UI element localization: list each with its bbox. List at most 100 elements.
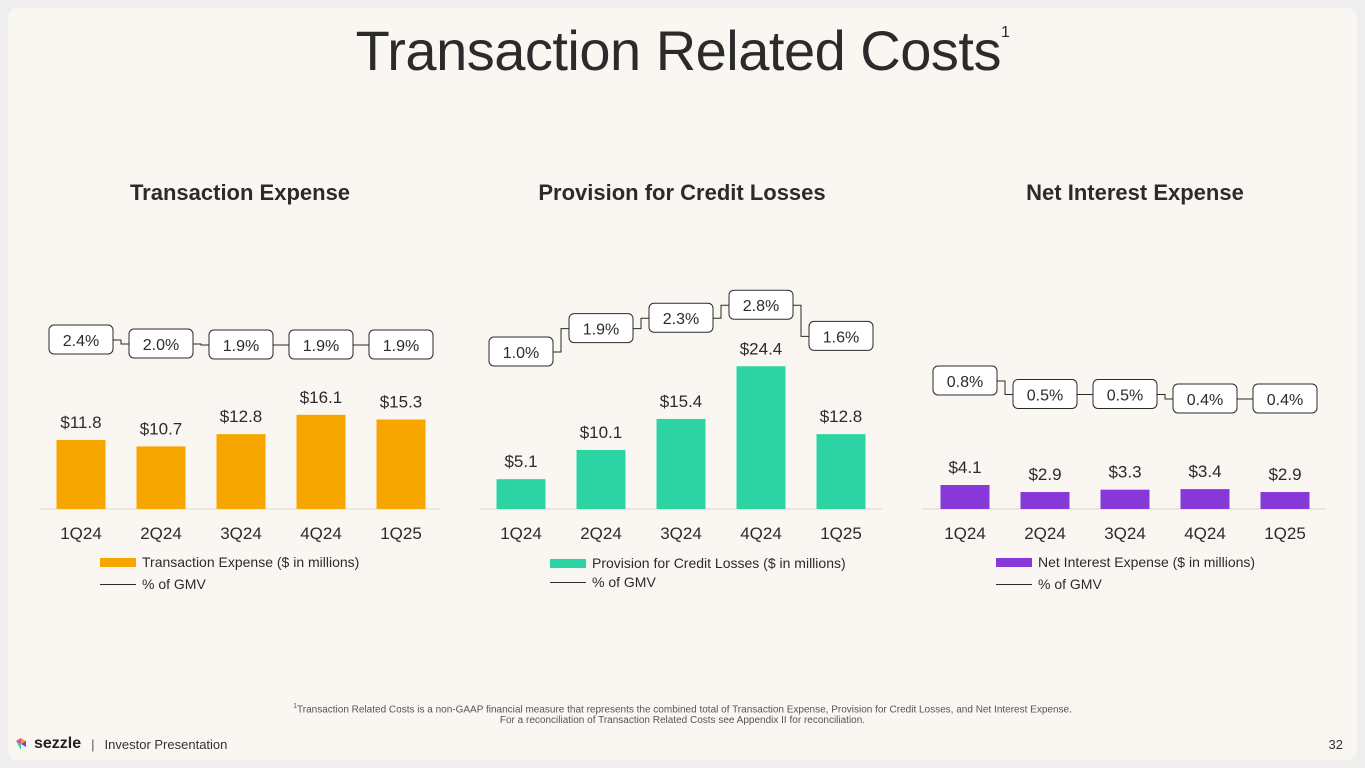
value-label: $2.9 (1028, 465, 1061, 484)
pct-label: 2.4% (63, 333, 99, 350)
value-label: $3.3 (1108, 463, 1141, 482)
legend-label: Net Interest Expense ($ in millions) (1038, 554, 1256, 570)
tick-label-4q24: 4Q24 (740, 524, 782, 543)
pct-label: 0.8% (947, 374, 983, 391)
pct-label: 0.5% (1027, 388, 1063, 405)
footnote-text-1: Transaction Related Costs is a non-GAAP … (297, 704, 1072, 716)
pct-label-box (1012, 379, 1078, 409)
legend-bars-expense: Transaction Expense ($ in millions) (100, 554, 359, 570)
pct-label: 2.3% (663, 311, 699, 328)
sezzle-logo-icon (16, 738, 26, 750)
pct-label-box (488, 336, 554, 367)
value-label: $4.1 (948, 458, 981, 477)
legend-swatch (996, 557, 1032, 567)
legend-bars-interest: Net Interest Expense ($ in millions) (996, 554, 1255, 570)
value-label: $12.8 (820, 407, 863, 426)
pct-label: 1.9% (383, 338, 419, 355)
bar-2q24 (576, 449, 626, 509)
bar-4q24 (296, 414, 346, 509)
tick-label-3q24: 3Q24 (1104, 524, 1146, 543)
footnote-line-2: For a reconciliation of Transaction Rela… (499, 715, 866, 726)
pct-label-box (48, 324, 114, 355)
pct-label-box (568, 313, 634, 344)
tick-label-2q24: 2Q24 (140, 524, 182, 543)
legend-line (996, 583, 1032, 585)
pct-label-box (728, 289, 794, 320)
legend-swatch (550, 558, 586, 568)
value-label: $11.8 (60, 413, 101, 432)
tick-label-2q24: 2Q24 (580, 524, 622, 543)
tick-label-2q24: 2Q24 (1024, 524, 1066, 543)
bar-4q24 (1180, 489, 1230, 509)
tick-label-4q24: 4Q24 (1184, 524, 1226, 543)
bar-1q25 (816, 434, 866, 509)
tick-label-1q25: 1Q25 (820, 524, 862, 543)
value-label: $24.4 (740, 339, 783, 358)
tick-label-3q24: 3Q24 (660, 524, 702, 543)
page-title: Transaction Related Costs1 (0, 18, 1365, 83)
bar-2q24 (1020, 492, 1070, 509)
value-label: $5.1 (504, 452, 537, 471)
tick-label-1q24: 1Q24 (60, 524, 102, 543)
brand-name: sezzle (34, 735, 82, 752)
chart-title-net-interest: Net Interest Expense (1026, 180, 1244, 205)
bar-1q25 (1260, 492, 1310, 509)
legend-label: Transaction Expense ($ in millions) (142, 554, 360, 570)
legend-line-credit: % of GMV (550, 574, 656, 590)
legend-label: % of GMV (592, 574, 656, 590)
pct-label: 1.6% (823, 329, 859, 346)
pct-label-box (368, 329, 434, 360)
value-label: $16.1 (300, 388, 343, 407)
pct-label: 0.5% (1107, 388, 1143, 405)
chart-title-credit-losses: Provision for Credit Losses (538, 180, 826, 205)
pct-label-box (932, 365, 998, 396)
pct-label: 0.4% (1187, 392, 1223, 409)
footnote-mark: 1 (293, 703, 298, 710)
pct-label-box (808, 320, 874, 351)
bar-3q24 (656, 418, 706, 509)
value-label: $3.4 (1188, 462, 1221, 481)
legend-line-interest: % of GMV (996, 576, 1102, 592)
bar-1q25 (376, 419, 426, 509)
bar-1q24 (56, 439, 106, 509)
legend-label: Provision for Credit Losses ($ in millio… (592, 555, 846, 571)
legend-label: % of GMV (1038, 576, 1102, 592)
bar-2q24 (136, 446, 186, 509)
chart-title-transaction-expense: Transaction Expense (129, 180, 351, 205)
title-footnote-mark: 1 (1000, 24, 1010, 41)
footer-label: Investor Presentation (104, 736, 228, 752)
pct-label: 2.0% (143, 337, 179, 354)
legend-swatch (100, 557, 136, 567)
pct-label-box (1092, 379, 1158, 409)
legend-bars-credit: Provision for Credit Losses ($ in millio… (550, 555, 846, 571)
value-label: $10.1 (580, 423, 623, 442)
pct-label: 2.8% (743, 298, 779, 315)
pct-label-box (1252, 383, 1318, 414)
tick-label-1q25: 1Q25 (1264, 524, 1306, 543)
legend-label: % of GMV (142, 576, 206, 592)
value-label: $12.8 (220, 407, 263, 426)
legend-line (550, 581, 586, 583)
bar-3q24 (1100, 489, 1150, 509)
bar-3q24 (216, 434, 266, 509)
pct-label-box (648, 302, 714, 333)
page-number: 32 (1328, 737, 1343, 752)
title-text: Transaction Related Costs (355, 19, 1002, 82)
tick-label-1q24: 1Q24 (500, 524, 542, 543)
tick-label-3q24: 3Q24 (220, 524, 262, 543)
value-label: $10.7 (140, 419, 183, 438)
tick-label-1q24: 1Q24 (944, 524, 986, 543)
pct-label: 0.4% (1267, 392, 1303, 409)
legend-line-expense: % of GMV (100, 576, 206, 592)
pct-label-box (208, 329, 274, 360)
bar-1q24 (940, 485, 990, 509)
bar-4q24 (736, 366, 786, 509)
pct-label-box (1172, 383, 1238, 414)
footer-divider: | (91, 736, 95, 752)
bar-1q24 (496, 479, 546, 509)
value-label: $15.3 (380, 392, 423, 411)
pct-label: 1.9% (303, 338, 339, 355)
pct-label: 1.9% (583, 322, 619, 339)
tick-label-1q25: 1Q25 (380, 524, 422, 543)
